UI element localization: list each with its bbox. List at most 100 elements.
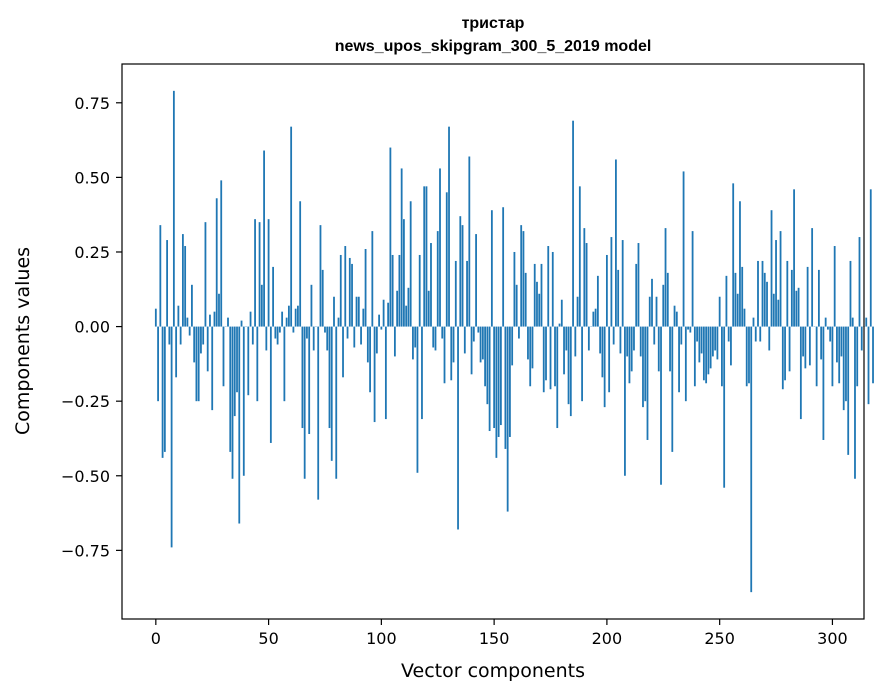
- bar: [209, 314, 211, 327]
- x-tick-label: 100: [366, 629, 397, 648]
- bar: [585, 243, 588, 327]
- y-tick-label: −0.25: [61, 392, 110, 411]
- bar: [168, 326, 171, 345]
- bar: [256, 326, 259, 402]
- bar: [330, 326, 333, 461]
- bar: [730, 326, 732, 366]
- bar: [324, 326, 326, 333]
- bar: [635, 263, 638, 327]
- bar: [549, 326, 552, 390]
- bar: [247, 326, 250, 396]
- bar: [763, 272, 766, 327]
- bar: [172, 90, 175, 327]
- bar: [856, 326, 859, 387]
- bar: [673, 305, 676, 327]
- bar: [389, 147, 392, 327]
- bar: [499, 326, 502, 426]
- bar: [157, 326, 159, 402]
- bar: [445, 192, 448, 327]
- bar: [626, 326, 629, 357]
- bar: [612, 326, 615, 345]
- bar: [578, 186, 581, 327]
- bar: [786, 260, 789, 327]
- bar: [292, 326, 295, 333]
- bar: [524, 272, 527, 327]
- bar: [531, 326, 534, 369]
- bar: [560, 299, 563, 327]
- bar: [804, 326, 807, 369]
- bar: [186, 317, 189, 327]
- bar: [373, 326, 376, 423]
- bar: [736, 293, 739, 327]
- bar: [357, 296, 360, 327]
- bar: [587, 326, 590, 351]
- bar: [278, 326, 281, 333]
- bar: [817, 269, 820, 327]
- bar: [287, 305, 290, 327]
- bar: [554, 326, 556, 387]
- bar: [179, 326, 182, 345]
- bar: [797, 287, 800, 327]
- bar: [366, 326, 369, 363]
- bar: [529, 326, 532, 387]
- bar: [565, 326, 568, 351]
- bar: [603, 326, 606, 408]
- bar: [745, 326, 748, 387]
- bar: [310, 284, 313, 327]
- bar: [450, 326, 453, 381]
- bar: [229, 326, 232, 452]
- bar: [272, 266, 274, 327]
- bar: [849, 260, 852, 327]
- y-tick-label: −0.75: [61, 541, 110, 560]
- bar: [743, 308, 746, 327]
- bar: [240, 320, 243, 327]
- bar: [867, 326, 870, 405]
- bar: [351, 263, 353, 327]
- bar: [788, 326, 791, 372]
- bar: [799, 326, 802, 420]
- bar: [382, 299, 385, 327]
- bar: [274, 326, 277, 339]
- bar: [154, 308, 157, 327]
- bar: [188, 326, 191, 336]
- bar: [806, 266, 809, 327]
- bar: [655, 296, 658, 327]
- bar: [281, 311, 284, 327]
- bar: [285, 317, 288, 327]
- bar: [369, 326, 371, 393]
- bar: [161, 326, 164, 458]
- bar: [204, 222, 207, 327]
- bar: [781, 326, 784, 390]
- bar: [572, 120, 574, 327]
- bar: [795, 290, 798, 327]
- bar: [831, 326, 834, 387]
- bar: [254, 219, 256, 327]
- bar: [484, 326, 486, 387]
- bar: [355, 296, 358, 327]
- bar: [675, 311, 678, 327]
- bar: [333, 296, 335, 327]
- bar: [193, 326, 196, 363]
- bar: [396, 290, 399, 327]
- bar: [251, 326, 254, 345]
- bar: [723, 326, 726, 488]
- bar: [339, 254, 342, 327]
- bar: [750, 326, 753, 593]
- bar: [702, 326, 705, 381]
- bar: [691, 231, 694, 327]
- bar: [384, 326, 387, 420]
- bar: [648, 296, 651, 327]
- bar: [759, 326, 762, 342]
- bar: [414, 326, 417, 348]
- bar: [682, 171, 685, 327]
- bar: [409, 201, 412, 327]
- bar: [276, 326, 279, 345]
- bar: [556, 326, 559, 429]
- y-tick-label: 0.75: [74, 94, 110, 113]
- bar: [263, 150, 265, 327]
- bar: [479, 326, 482, 363]
- bar: [527, 326, 529, 360]
- bar: [766, 281, 768, 327]
- bar: [328, 326, 331, 429]
- bar: [504, 326, 507, 449]
